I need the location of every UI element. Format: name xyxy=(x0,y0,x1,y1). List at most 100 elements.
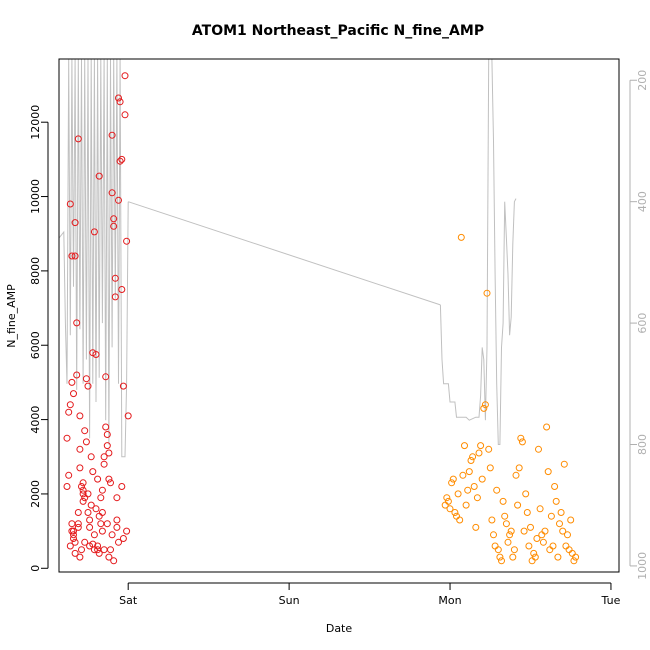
data-point xyxy=(512,471,520,479)
data-point xyxy=(66,542,74,550)
data-point xyxy=(111,274,119,282)
data-point xyxy=(522,490,530,498)
data-point xyxy=(451,509,459,516)
data-point xyxy=(84,509,92,516)
data-point xyxy=(502,520,510,528)
data-point xyxy=(100,546,108,554)
y-axis: 0 2000 4000 6000 8000 10000 12000 xyxy=(29,105,49,572)
data-point xyxy=(570,557,578,565)
data-point xyxy=(92,505,100,513)
data-point xyxy=(71,219,79,227)
data-point xyxy=(103,520,111,528)
data-point xyxy=(100,453,108,461)
data-point xyxy=(470,483,478,490)
data-point xyxy=(118,483,126,490)
data-point xyxy=(110,222,118,230)
data-point xyxy=(515,464,523,472)
data-point xyxy=(525,542,533,550)
data-point xyxy=(520,527,528,535)
data-point xyxy=(536,505,544,513)
data-point xyxy=(118,155,126,163)
data-point xyxy=(557,509,565,516)
y-tick-label: 2000 xyxy=(29,480,42,508)
data-point xyxy=(90,546,98,554)
x-tick-label: Tue xyxy=(601,594,621,607)
data-point xyxy=(66,401,74,409)
data-point xyxy=(82,438,90,446)
data-point xyxy=(123,527,131,535)
data-point xyxy=(504,538,512,546)
data-point xyxy=(444,497,452,505)
data-point xyxy=(123,237,131,245)
data-point xyxy=(478,475,486,483)
y-tick-label: 10000 xyxy=(29,179,42,214)
data-point xyxy=(535,445,542,453)
secondary-line-segment xyxy=(58,58,129,458)
data-point xyxy=(517,434,525,442)
data-point xyxy=(70,390,77,398)
y-tick-label: 4000 xyxy=(29,406,42,434)
data-point xyxy=(103,431,111,438)
data-point xyxy=(549,542,557,550)
data-point xyxy=(98,527,106,535)
data-point xyxy=(79,479,87,487)
data-point xyxy=(71,549,79,557)
data-point xyxy=(469,453,477,461)
data-point xyxy=(100,460,108,468)
data-point xyxy=(113,494,121,502)
x-tick-label: Sat xyxy=(119,594,138,607)
data-point xyxy=(108,531,116,539)
x-tick-label: Sun xyxy=(279,594,300,607)
data-point xyxy=(90,228,98,236)
data-point xyxy=(113,516,121,524)
data-point xyxy=(87,453,95,461)
data-point xyxy=(105,553,113,561)
data-point xyxy=(539,538,547,546)
data-point xyxy=(121,111,129,119)
data-point xyxy=(78,483,85,490)
data-point xyxy=(481,401,489,409)
data-point xyxy=(531,553,539,561)
data-point xyxy=(465,468,473,476)
data-point xyxy=(66,200,74,208)
data-point xyxy=(446,505,454,513)
data-point xyxy=(78,546,85,554)
data-point xyxy=(494,546,502,554)
y-tick-label: 12000 xyxy=(29,105,42,140)
data-point xyxy=(472,523,480,531)
data-point xyxy=(79,497,87,505)
data-point xyxy=(65,408,73,416)
data-point xyxy=(115,538,122,546)
data-point xyxy=(475,449,483,457)
data-point xyxy=(454,490,462,498)
data-point xyxy=(567,516,575,524)
x-tick-label: Mon xyxy=(438,594,461,607)
data-point xyxy=(490,531,497,539)
data-point xyxy=(510,546,518,554)
y-tick-label: 0 xyxy=(29,565,42,572)
y2-tick-label: 200 xyxy=(636,70,649,91)
data-point xyxy=(559,527,567,535)
data-point xyxy=(530,549,538,557)
data-point xyxy=(115,94,122,102)
y2-tick-label: 600 xyxy=(636,313,649,334)
data-point xyxy=(76,412,84,420)
data-point xyxy=(86,516,94,524)
data-point xyxy=(105,449,113,457)
data-point xyxy=(119,535,127,542)
data-point xyxy=(493,486,501,494)
data-point xyxy=(110,215,118,223)
data-point xyxy=(102,373,110,381)
data-point xyxy=(94,475,102,483)
data-point xyxy=(70,527,77,535)
data-point xyxy=(107,479,114,487)
data-point xyxy=(488,516,496,524)
data-point xyxy=(113,523,121,531)
data-point xyxy=(63,483,71,490)
data-point xyxy=(506,531,514,539)
data-point xyxy=(443,494,451,502)
data-point xyxy=(449,475,457,483)
data-point xyxy=(480,404,488,412)
data-point xyxy=(464,486,472,494)
